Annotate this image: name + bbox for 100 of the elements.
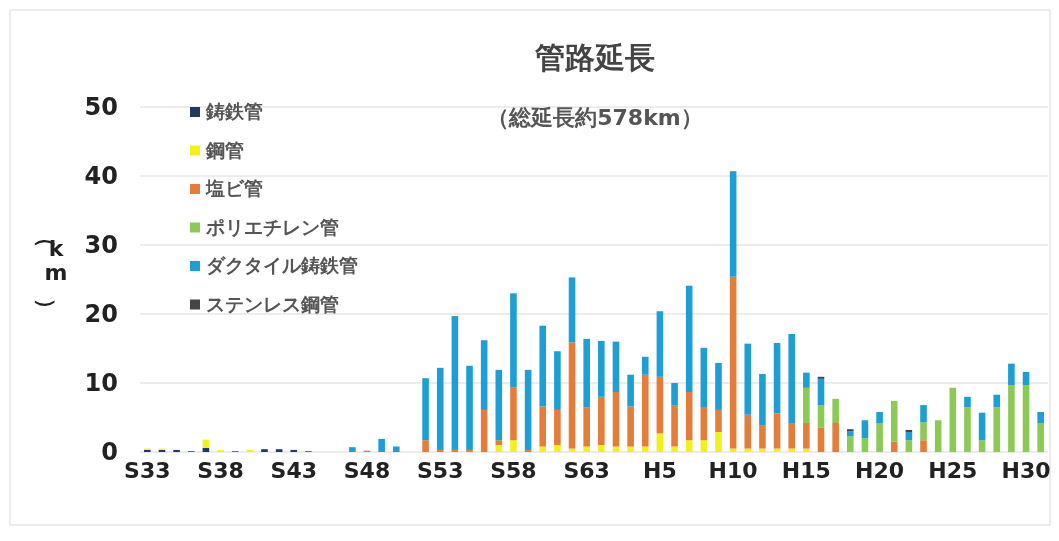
bar (803, 372, 810, 388)
bar (773, 413, 781, 449)
bar (495, 440, 503, 446)
bar (685, 440, 693, 452)
bar (876, 411, 883, 424)
y-tick-label: 40 (84, 162, 118, 190)
bar (612, 446, 620, 452)
x-tick-label: H30 (1001, 458, 1051, 483)
y-tick-label: 50 (84, 93, 118, 121)
bar (949, 387, 957, 452)
x-tick-label: H5 (643, 458, 677, 483)
bar (817, 427, 825, 452)
bar (554, 409, 561, 446)
bar (480, 340, 488, 410)
bar (729, 276, 737, 449)
bar (261, 449, 268, 452)
bar (671, 383, 678, 406)
bar (554, 351, 561, 410)
bar (920, 440, 927, 452)
bar (964, 396, 971, 408)
bar (1022, 385, 1030, 452)
bar (715, 409, 722, 432)
bar (1022, 371, 1030, 386)
bar (671, 405, 678, 447)
bar (890, 441, 898, 452)
bar (934, 420, 942, 452)
bar (788, 448, 795, 452)
bar (920, 422, 927, 441)
bar (583, 407, 590, 447)
bar (598, 445, 605, 452)
bar (861, 420, 869, 439)
bar (1037, 411, 1044, 424)
bar (700, 440, 708, 452)
bar (700, 347, 708, 408)
bar (627, 446, 634, 452)
legend-label: ダクタイル鋳鉄管 (206, 254, 358, 276)
bar (993, 394, 1001, 408)
x-tick-label: H15 (781, 458, 831, 483)
bar (598, 396, 605, 446)
bar (993, 407, 1001, 452)
x-tick-label: S63 (563, 458, 610, 483)
bar (466, 365, 473, 450)
x-tick-label: S43 (270, 458, 318, 483)
bar (583, 446, 590, 452)
bar (480, 409, 488, 452)
bar (656, 376, 664, 434)
bar (349, 447, 356, 452)
bar (612, 341, 620, 392)
bar (627, 374, 634, 407)
bar (803, 387, 810, 424)
bar (656, 433, 664, 452)
bar (700, 407, 708, 441)
x-tick-label: S58 (490, 458, 537, 483)
bar (568, 342, 576, 449)
bar (436, 367, 444, 450)
bar (275, 449, 283, 452)
bar (656, 311, 664, 377)
bar (1008, 385, 1015, 452)
bar (744, 343, 752, 415)
bar (847, 431, 854, 437)
bar (422, 378, 429, 441)
bar (715, 431, 722, 452)
y-tick-label: 10 (84, 369, 118, 397)
bar (539, 406, 547, 447)
bar (627, 406, 634, 447)
bar (524, 369, 532, 450)
bar (905, 440, 913, 452)
x-tick-label: H20 (855, 458, 905, 483)
bar (832, 398, 839, 424)
bar (583, 338, 590, 408)
bar (920, 405, 927, 423)
bar (759, 374, 766, 426)
bar (1037, 423, 1044, 452)
bar (290, 449, 298, 452)
y-tick-label: 0 (101, 438, 118, 466)
bar (495, 445, 503, 452)
bar (744, 414, 752, 449)
bar (847, 436, 854, 452)
bar (861, 438, 869, 452)
bar (612, 391, 620, 447)
x-tick-label: H10 (708, 458, 758, 483)
bar (744, 448, 752, 452)
bar (817, 378, 825, 406)
bar (803, 423, 810, 449)
bar (451, 316, 459, 450)
bar (393, 446, 400, 452)
legend-label: 塩ビ管 (205, 177, 263, 199)
bar (495, 369, 503, 441)
bar (510, 440, 517, 452)
bar (832, 423, 839, 452)
bar (554, 445, 561, 452)
y-tick-label: 20 (84, 300, 118, 328)
bar (436, 449, 444, 452)
legend-label: 鋼管 (205, 138, 244, 161)
chart-subtitle: （総延長約578km） (487, 105, 703, 130)
bar (641, 356, 649, 375)
bar (539, 446, 547, 452)
x-tick-label: S53 (416, 458, 464, 483)
bar (773, 342, 781, 414)
bar (978, 440, 986, 452)
